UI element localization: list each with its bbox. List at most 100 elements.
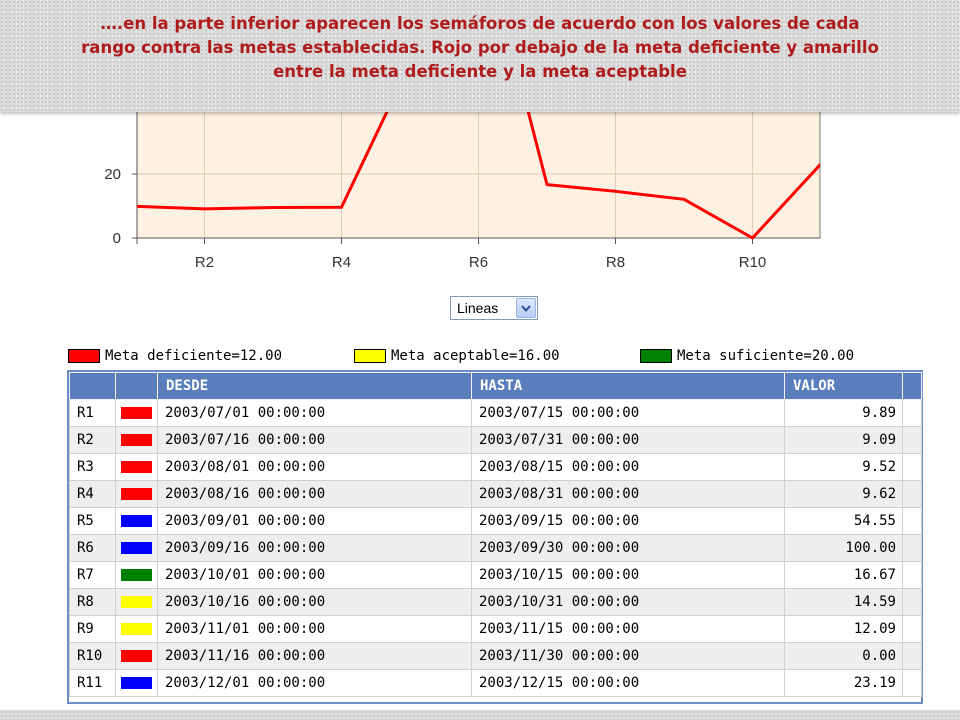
row-id: R1 (69, 399, 116, 427)
traffic-light-indicator (121, 434, 152, 446)
traffic-light-indicator (121, 596, 152, 608)
row-spacer (902, 642, 922, 670)
table-row[interactable]: R10 2003/11/16 00:00:00 2003/11/30 00:00:0… (69, 642, 922, 670)
row-hasta: 2003/07/31 00:00:00 (471, 426, 785, 454)
y-tick-label: 0 (113, 230, 121, 247)
table-row[interactable]: R2 2003/07/16 00:00:00 2003/07/31 00:00:00… (69, 426, 922, 454)
legend-label: Meta suficiente=20.00 (677, 348, 855, 364)
row-spacer (902, 669, 922, 697)
caption-banner: ….en la parte inferior aparecen los semá… (0, 0, 960, 112)
row-spacer (902, 507, 922, 535)
y-tick-label: 20 (104, 166, 121, 183)
header-valor[interactable]: VALOR (784, 372, 903, 400)
row-hasta: 2003/08/15 00:00:00 (471, 453, 785, 481)
row-light-cell (115, 615, 158, 643)
caption-line-1: ….en la parte inferior aparecen los semá… (100, 14, 860, 33)
row-desde: 2003/12/01 00:00:00 (157, 669, 472, 697)
table-row[interactable]: R11 2003/12/01 00:00:00 2003/12/15 00:00:0… (69, 669, 922, 697)
row-valor: 9.62 (784, 480, 903, 508)
row-valor: 16.67 (784, 561, 903, 589)
table-row[interactable]: R6 2003/09/16 00:00:00 2003/09/30 00:00:00… (69, 534, 922, 562)
row-desde: 2003/07/01 00:00:00 (157, 399, 472, 427)
series-line (137, 112, 820, 240)
row-id: R3 (69, 453, 116, 481)
header-desde[interactable]: DESDE (157, 372, 472, 400)
legend-swatch-yellow (354, 349, 386, 363)
traffic-light-indicator (121, 407, 152, 419)
row-hasta: 2003/10/15 00:00:00 (471, 561, 785, 589)
table-row[interactable]: R3 2003/08/01 00:00:00 2003/08/15 00:00:00… (69, 453, 922, 481)
table-row[interactable]: R1 2003/07/01 00:00:00 2003/07/15 00:00:00… (69, 399, 922, 427)
traffic-light-indicator (121, 515, 152, 527)
row-light-cell (115, 642, 158, 670)
row-desde: 2003/10/16 00:00:00 (157, 588, 472, 616)
legend-swatch-green (640, 349, 672, 363)
row-id: R6 (69, 534, 116, 562)
legend-item-suficiente: Meta suficiente=20.00 (640, 347, 854, 365)
table-header-row: DESDE HASTA VALOR (69, 372, 922, 400)
row-spacer (902, 588, 922, 616)
row-id: R10 (69, 642, 116, 670)
row-hasta: 2003/11/30 00:00:00 (471, 642, 785, 670)
header-light (115, 372, 158, 400)
traffic-light-indicator (121, 569, 152, 581)
row-spacer (902, 453, 922, 481)
row-spacer (902, 399, 922, 427)
header-hasta[interactable]: HASTA (471, 372, 785, 400)
traffic-light-indicator (121, 488, 152, 500)
row-hasta: 2003/12/15 00:00:00 (471, 669, 785, 697)
x-tick-label: R6 (469, 254, 488, 271)
traffic-light-indicator (121, 542, 152, 554)
legend-item-aceptable: Meta aceptable=16.00 (354, 347, 560, 365)
row-id: R2 (69, 426, 116, 454)
ranges-table: DESDE HASTA VALOR R1 2003/07/01 00:00:00 2… (69, 372, 922, 697)
row-id: R4 (69, 480, 116, 508)
row-valor: 14.59 (784, 588, 903, 616)
row-id: R11 (69, 669, 116, 697)
bottom-decor-strip (0, 710, 960, 720)
traffic-light-indicator (121, 461, 152, 473)
header-spacer (902, 372, 922, 400)
row-id: R7 (69, 561, 116, 589)
row-hasta: 2003/08/31 00:00:00 (471, 480, 785, 508)
row-valor: 23.19 (784, 669, 903, 697)
row-desde: 2003/09/16 00:00:00 (157, 534, 472, 562)
row-hasta: 2003/09/30 00:00:00 (471, 534, 785, 562)
row-light-cell (115, 588, 158, 616)
x-tick-label: R2 (195, 254, 214, 271)
x-tick-label: R10 (739, 254, 767, 271)
legend-swatch-red (68, 349, 100, 363)
legend-label: Meta aceptable=16.00 (391, 348, 560, 364)
row-valor: 0.00 (784, 642, 903, 670)
row-desde: 2003/11/01 00:00:00 (157, 615, 472, 643)
table-row[interactable]: R5 2003/09/01 00:00:00 2003/09/15 00:00:00… (69, 507, 922, 535)
x-tick-label: R4 (332, 254, 351, 271)
traffic-light-indicator (121, 677, 152, 689)
row-id: R8 (69, 588, 116, 616)
table-row[interactable]: R4 2003/08/16 00:00:00 2003/08/31 00:00:00… (69, 480, 922, 508)
row-light-cell (115, 669, 158, 697)
row-hasta: 2003/09/15 00:00:00 (471, 507, 785, 535)
row-light-cell (115, 480, 158, 508)
row-desde: 2003/11/16 00:00:00 (157, 642, 472, 670)
caption-text: ….en la parte inferior aparecen los semá… (40, 12, 920, 84)
row-hasta: 2003/11/15 00:00:00 (471, 615, 785, 643)
row-light-cell (115, 453, 158, 481)
row-valor: 9.52 (784, 453, 903, 481)
row-light-cell (115, 426, 158, 454)
caption-line-2: rango contra las metas establecidas. Roj… (81, 38, 879, 57)
row-desde: 2003/09/01 00:00:00 (157, 507, 472, 535)
row-light-cell (115, 561, 158, 589)
line-chart: 0 20 R2 R4 R6 R8 R10 (104, 112, 821, 271)
row-valor: 9.09 (784, 426, 903, 454)
row-light-cell (115, 399, 158, 427)
header-id (69, 372, 116, 400)
table-row[interactable]: R9 2003/11/01 00:00:00 2003/11/15 00:00:00… (69, 615, 922, 643)
table-row[interactable]: R8 2003/10/16 00:00:00 2003/10/31 00:00:00… (69, 588, 922, 616)
chevron-down-icon[interactable] (516, 298, 536, 318)
row-valor: 9.89 (784, 399, 903, 427)
table-row[interactable]: R7 2003/10/01 00:00:00 2003/10/15 00:00:00… (69, 561, 922, 589)
chart-type-select[interactable]: Lineas (450, 296, 538, 320)
row-desde: 2003/08/01 00:00:00 (157, 453, 472, 481)
x-tick-label: R8 (606, 254, 625, 271)
